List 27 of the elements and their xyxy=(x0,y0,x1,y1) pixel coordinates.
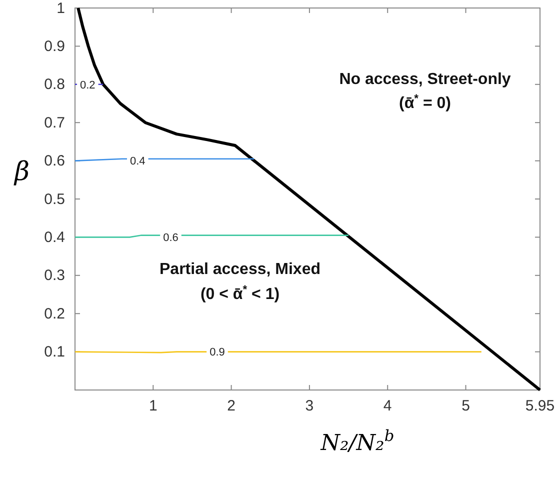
y-tick-label: 0.2 xyxy=(44,305,65,322)
y-axis-title: β xyxy=(13,156,30,187)
y-tick-label: 0.9 xyxy=(44,38,65,55)
series-label: 0.9 xyxy=(210,346,225,359)
annotation: Partial access, Mixed xyxy=(160,261,320,278)
y-tick-label: 0.6 xyxy=(44,152,65,170)
x-tick-label: 5.95 xyxy=(525,398,555,415)
x-tick-label: 1 xyxy=(148,398,158,415)
y-tick-label: 0.3 xyxy=(44,267,65,284)
x-tick-label: 5 xyxy=(462,398,470,415)
annotation: (0 < ᾱ$^{*}$ < 1) xyxy=(200,284,280,303)
x-tick-label: 2 xyxy=(227,398,236,415)
series-label: 0.4 xyxy=(130,156,146,168)
line-series xyxy=(76,6,542,392)
series-label: 0.6 xyxy=(163,232,178,244)
y-tick-label: 0.1 xyxy=(44,344,65,361)
annotation: (ᾱ$^{*}$ = 0) xyxy=(399,93,451,112)
series-label: 0.2 xyxy=(80,79,96,92)
y-tick-label: 0.8 xyxy=(44,76,65,94)
y-tick-label: 0.5 xyxy=(44,190,65,208)
x-tick-label: 4 xyxy=(383,398,392,415)
x-tick-label: 3 xyxy=(305,398,314,415)
y-tick-label: 1 xyxy=(56,0,65,17)
x-axis-title: N₂/N₂$^{b}$ xyxy=(320,427,394,456)
y-tick-label: 0.7 xyxy=(44,114,65,132)
annotation: No access, Street-only xyxy=(339,71,511,88)
y-tick-label: 0.4 xyxy=(44,229,65,246)
